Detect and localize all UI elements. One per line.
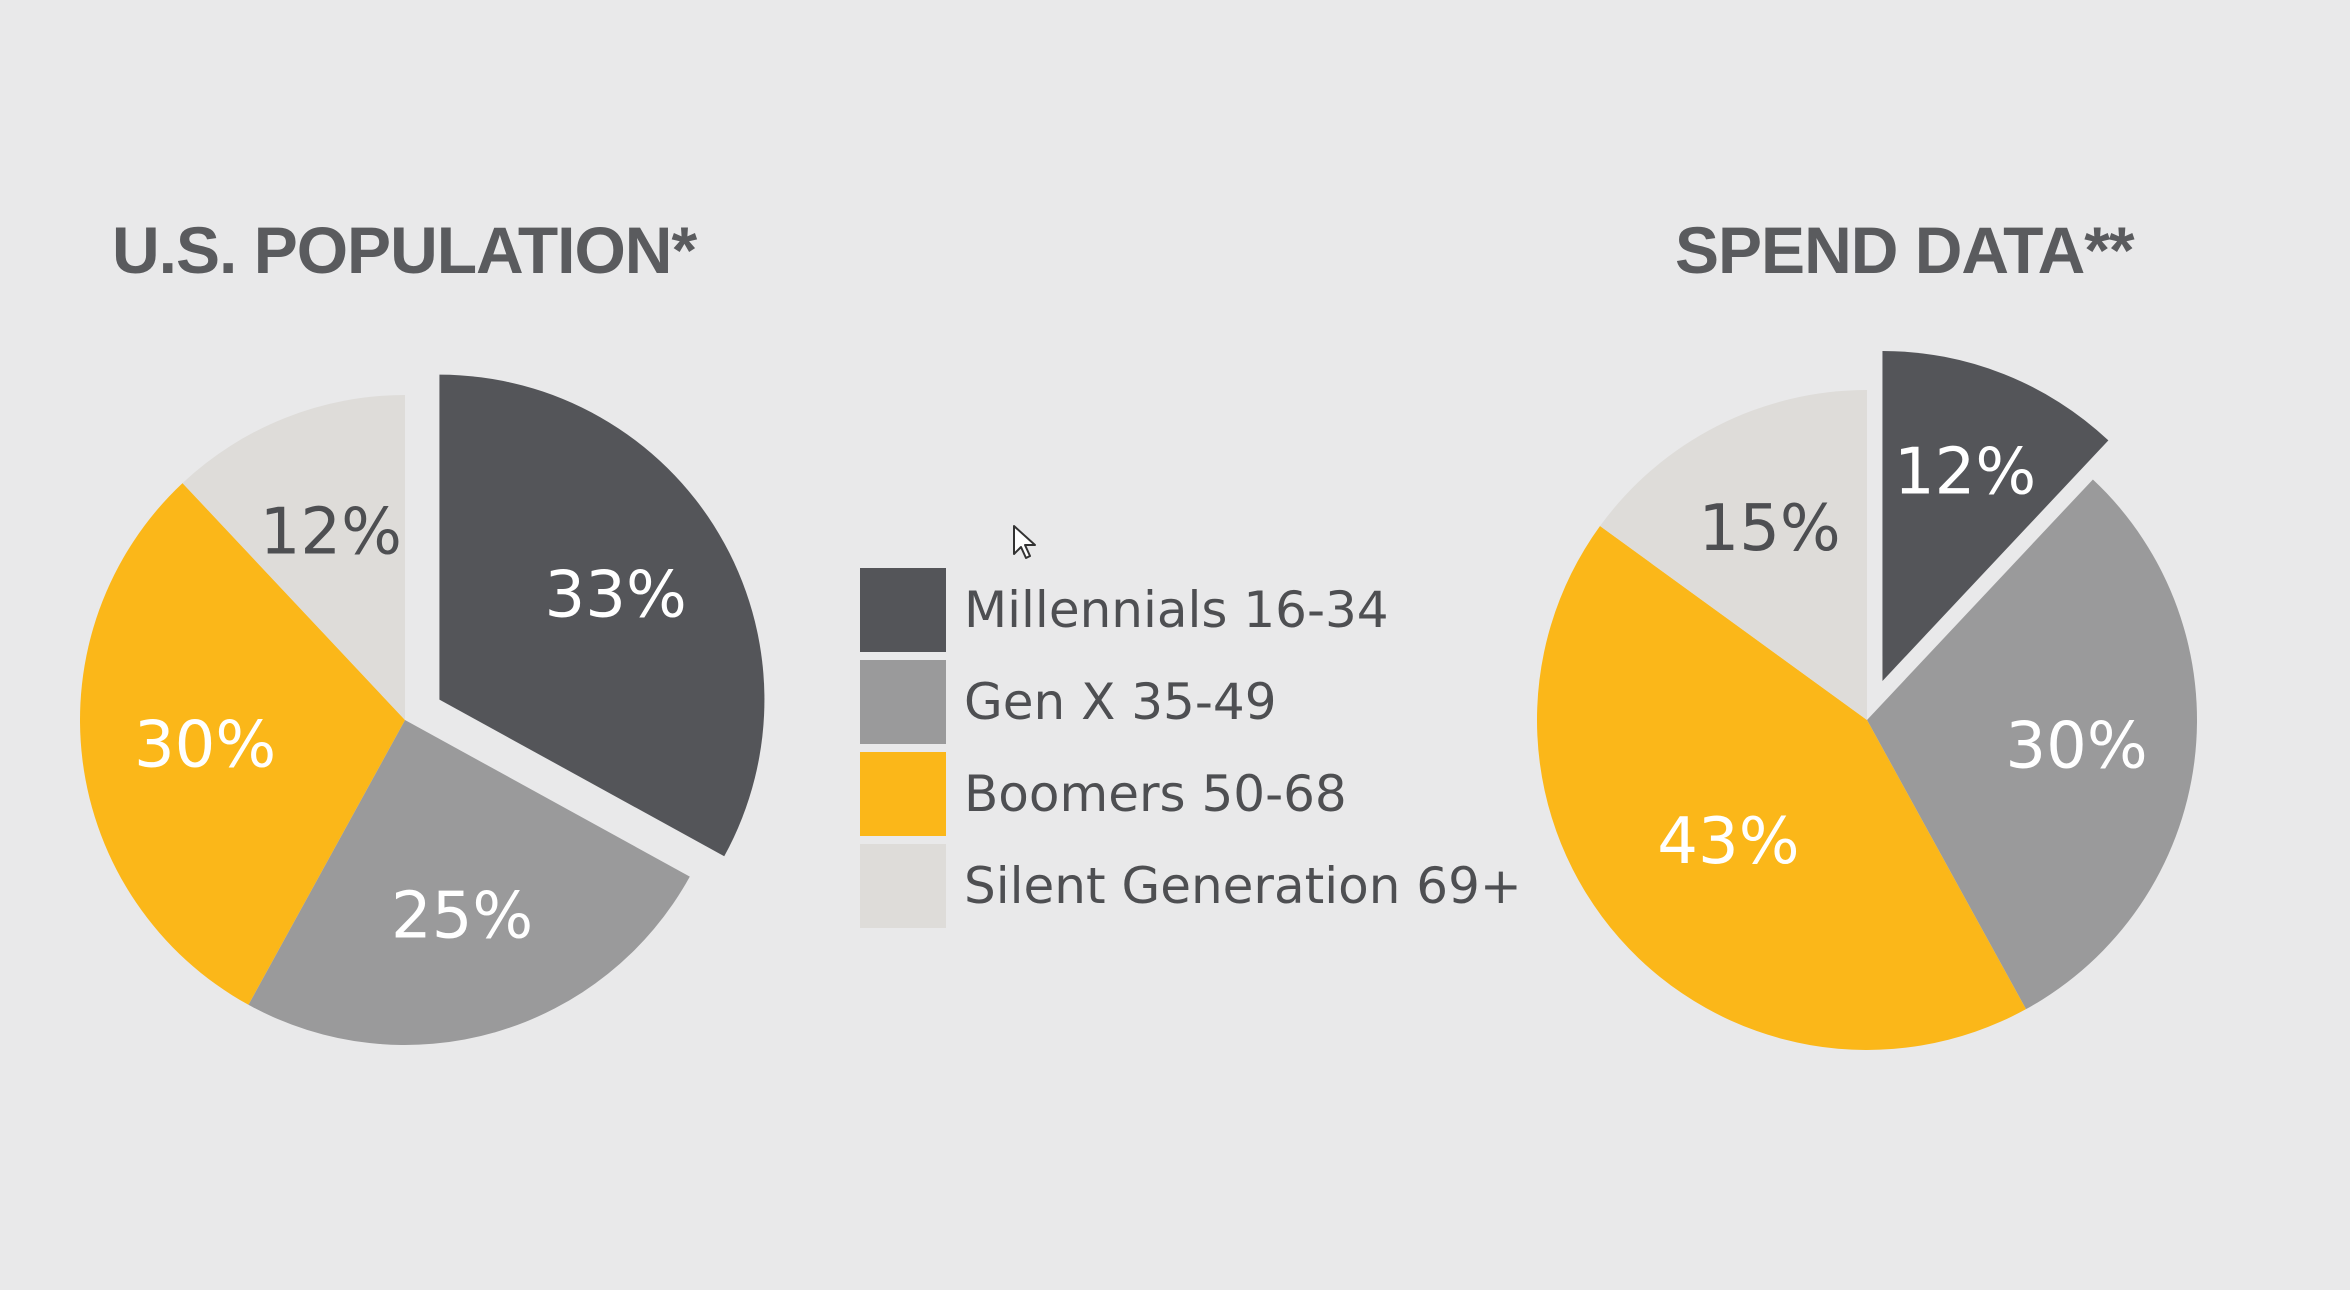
chart-title-population: U.S. POPULATION* <box>112 213 697 287</box>
pie-slice-population-silent-generation-69 <box>182 395 405 720</box>
pie-label-population-millennials-16-34: 33% <box>545 558 687 632</box>
pie-label-spend-silent-generation-69: 15% <box>1698 492 1840 566</box>
pie-label-population-silent-generation-69: 12% <box>260 496 402 570</box>
legend: Millennials 16-34 Gen X 35-49 Boomers 50… <box>860 568 1522 936</box>
mouse-cursor-icon <box>1013 525 1036 559</box>
legend-item-silent-generation: Silent Generation 69+ <box>860 844 1522 928</box>
pie-slice-spend-gen-x-35-49 <box>1867 479 2197 1010</box>
legend-item-boomers: Boomers 50-68 <box>860 752 1522 836</box>
pie-slice-population-millennials-16-34 <box>439 374 765 857</box>
pie-slice-spend-silent-generation-69 <box>1600 390 1867 720</box>
legend-item-gen-x: Gen X 35-49 <box>860 660 1522 744</box>
pie-slice-population-gen-x-35-49 <box>248 720 690 1045</box>
chart-title-spend: SPEND DATA** <box>1675 213 2135 287</box>
legend-item-millennials: Millennials 16-34 <box>860 568 1522 652</box>
pie-slice-spend-millennials-16-34 <box>1882 350 2109 681</box>
pie-label-spend-gen-x-35-49: 30% <box>2005 709 2147 783</box>
pie-label-population-gen-x-35-49: 25% <box>391 880 533 954</box>
legend-swatch-boomers <box>860 752 946 836</box>
legend-label-silent-generation: Silent Generation 69+ <box>964 857 1522 915</box>
pie-slice-population-boomers-50-68 <box>79 483 405 1005</box>
legend-swatch-millennials <box>860 568 946 652</box>
pie-label-population-boomers-50-68: 30% <box>134 708 276 782</box>
legend-swatch-silent-generation <box>860 844 946 928</box>
legend-label-boomers: Boomers 50-68 <box>964 765 1347 823</box>
pie-slice-spend-boomers-50-68 <box>1537 526 2026 1050</box>
legend-label-millennials: Millennials 16-34 <box>964 581 1389 639</box>
pie-label-spend-millennials-16-34: 12% <box>1894 435 2036 509</box>
legend-label-gen-x: Gen X 35-49 <box>964 673 1277 731</box>
pie-label-spend-boomers-50-68: 43% <box>1657 805 1799 879</box>
legend-swatch-gen-x <box>860 660 946 744</box>
